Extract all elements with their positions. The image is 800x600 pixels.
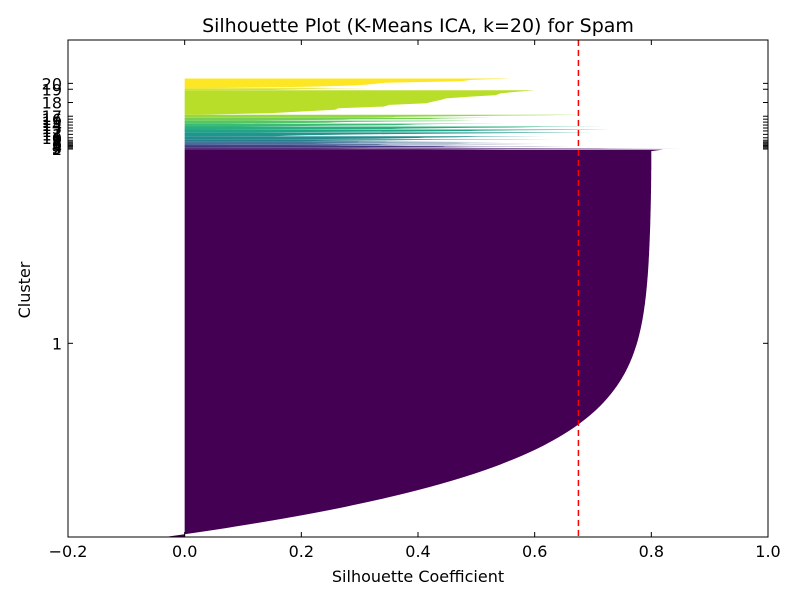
cluster-label-5: 5 <box>52 136 62 155</box>
cluster-label-15: 15 <box>42 113 62 132</box>
cluster-label-20: 20 <box>42 74 62 93</box>
silhouette-bar-cluster-17 <box>184 114 582 118</box>
silhouette-bar-cluster-11 <box>184 132 593 137</box>
silhouette-bar-cluster-6 <box>184 143 547 145</box>
cluster-label-7: 7 <box>52 134 62 153</box>
silhouette-bar-cluster-19 <box>184 88 372 91</box>
silhouette-bar-cluster-8 <box>184 141 477 143</box>
cluster-label-13: 13 <box>42 119 62 138</box>
silhouette-bar-cluster-4 <box>184 146 570 148</box>
x-tick-label-2: 0.2 <box>289 542 314 561</box>
x-tick-label-6: 1.0 <box>755 542 780 561</box>
silhouette-bar-cluster-9 <box>184 139 553 142</box>
silhouette-bar-cluster-2 <box>184 148 687 150</box>
cluster-label-16: 16 <box>42 110 62 129</box>
cluster-label-11: 11 <box>42 125 62 144</box>
cluster-label-2: 2 <box>52 140 62 159</box>
silhouette-bar-cluster-15 <box>184 120 477 124</box>
silhouette-bar-cluster-20 <box>184 78 512 89</box>
silhouette-bar-cluster-12 <box>184 129 611 133</box>
x-tick-label-3: 0.4 <box>405 542 430 561</box>
cluster-label-19: 19 <box>42 80 62 99</box>
x-axis: −0.2 0.0 0.2 0.4 0.6 0.8 1.0 <box>49 40 781 561</box>
cluster-label-6: 6 <box>52 135 62 154</box>
silhouette-bar-cluster-5 <box>184 144 535 147</box>
x-axis-label: Silhouette Coefficient <box>332 567 504 586</box>
cluster-label-1: 1 <box>52 334 62 353</box>
cluster-label-10: 10 <box>42 129 62 148</box>
cluster-label-12: 12 <box>42 122 62 141</box>
y-axis-label: Cluster <box>15 261 34 318</box>
silhouette-bar-cluster-3 <box>184 147 523 149</box>
silhouette-bar-cluster-1 <box>164 149 664 537</box>
silhouette-bar-cluster-14 <box>184 123 506 127</box>
cluster-label-9: 9 <box>52 131 62 150</box>
cluster-label-18: 18 <box>42 94 62 113</box>
silhouette-bar-cluster-16 <box>184 117 494 121</box>
cluster-label-17: 17 <box>42 107 62 126</box>
x-tick-label-0: −0.2 <box>49 542 88 561</box>
silhouette-bar-cluster-10 <box>184 136 547 140</box>
silhouette-bar-cluster-7 <box>184 142 506 144</box>
cluster-label-3: 3 <box>52 139 62 158</box>
cluster-label-14: 14 <box>42 116 62 135</box>
plot-area <box>164 40 687 537</box>
cluster-label-8: 8 <box>52 133 62 152</box>
chart-title: Silhouette Plot (K-Means ICA, k=20) for … <box>202 15 634 37</box>
x-tick-label-1: 0.0 <box>172 542 197 561</box>
cluster-label-4: 4 <box>52 138 62 157</box>
silhouette-bar-cluster-13 <box>184 126 605 130</box>
x-tick-label-5: 0.8 <box>639 542 664 561</box>
silhouette-bar-cluster-18 <box>184 90 535 115</box>
x-tick-label-4: 0.6 <box>522 542 547 561</box>
